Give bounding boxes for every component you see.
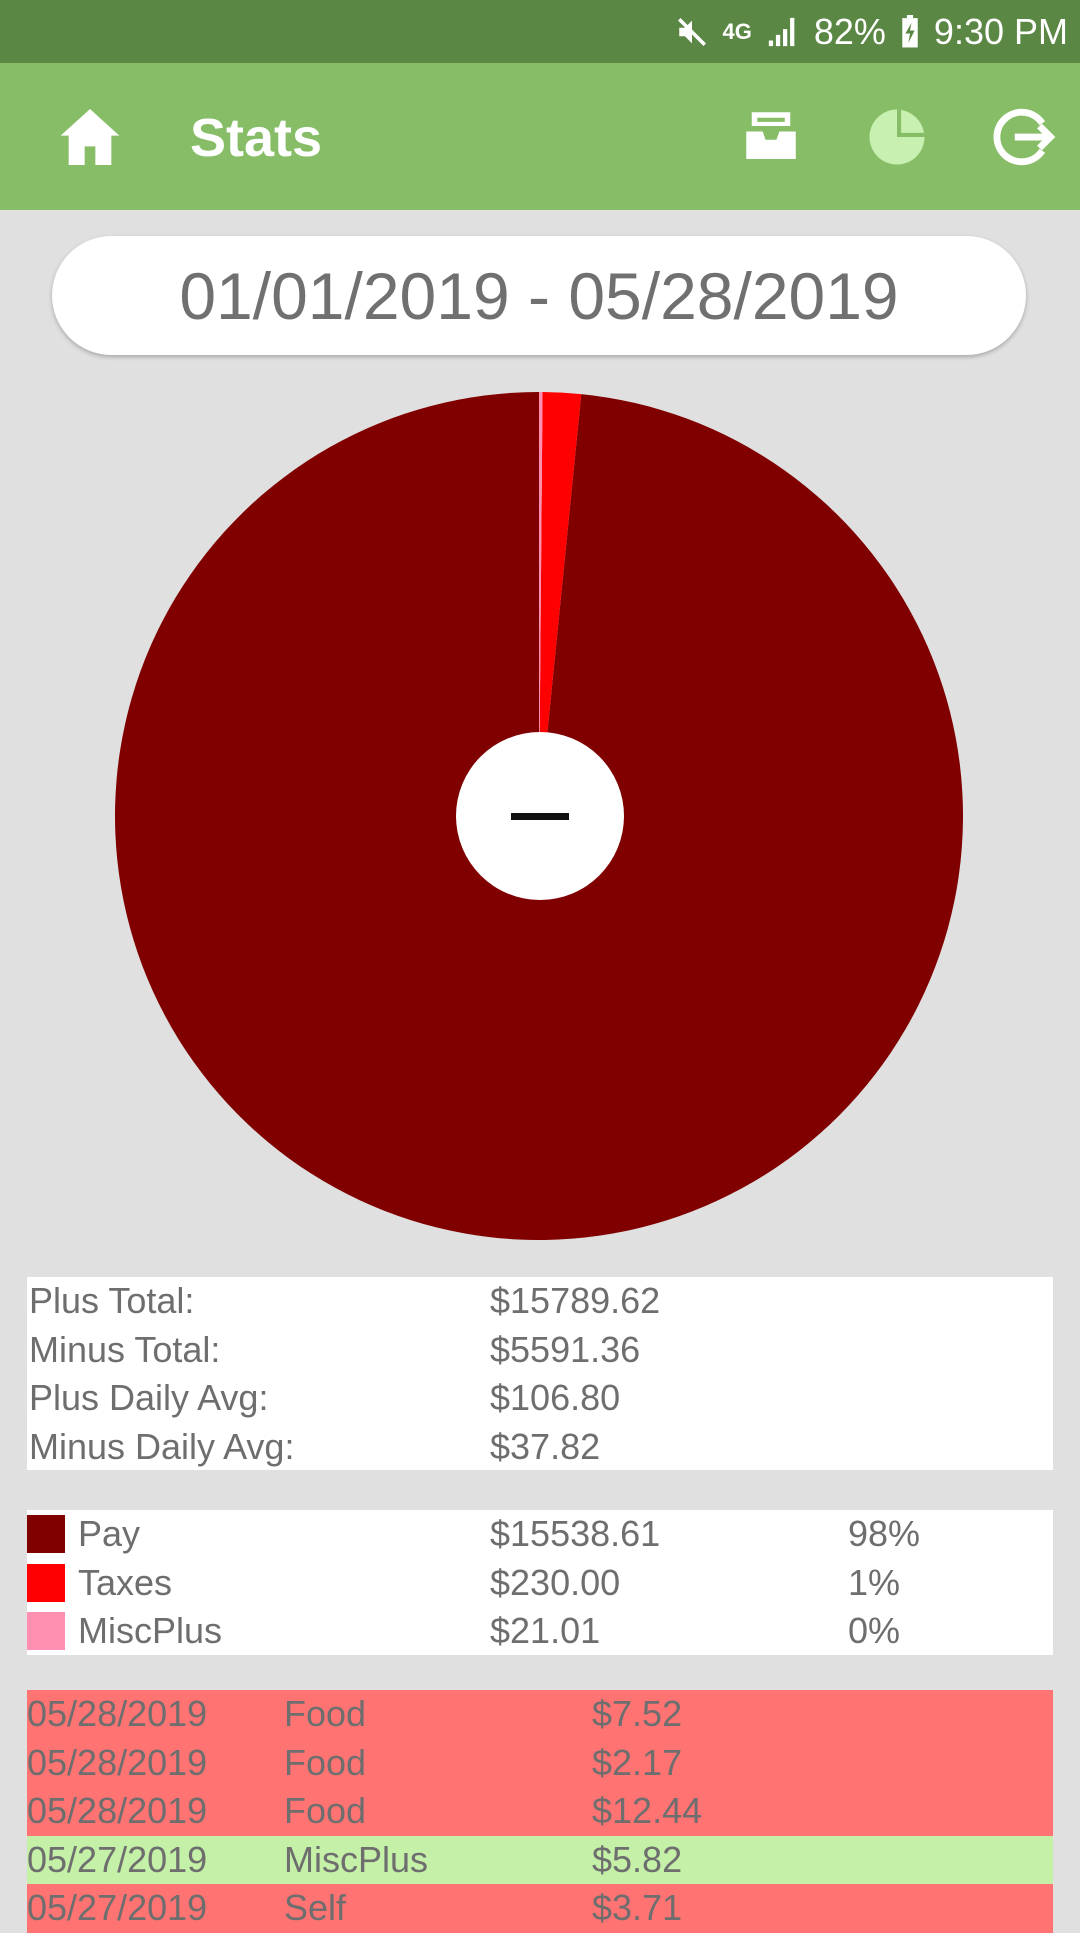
legend-panel: Pay $15538.61 98% Taxes $230.00 1% MiscP… <box>27 1510 1053 1655</box>
legend-row[interactable]: Pay $15538.61 98% <box>27 1510 1053 1559</box>
legend-label: MiscPlus <box>78 1610 223 1651</box>
legend-label: Taxes <box>78 1561 173 1603</box>
transactions-list: 05/28/2019 Food $7.52 05/28/2019 Food $2… <box>27 1690 1053 1933</box>
transaction-date: 05/28/2019 <box>27 1693 208 1734</box>
transaction-category: Food <box>284 1741 367 1783</box>
legend-swatch <box>27 1515 65 1553</box>
legend-label: Pay <box>78 1513 141 1554</box>
transaction-category: MiscPlus <box>284 1838 429 1880</box>
legend-amount: $230.00 <box>490 1561 621 1603</box>
transaction-row[interactable]: 05/27/2019 Self $3.71 <box>27 1884 1053 1933</box>
totals-label: Minus Total: <box>29 1328 221 1370</box>
totals-value: $37.82 <box>490 1425 601 1467</box>
totals-label: Minus Daily Avg: <box>29 1425 295 1467</box>
transaction-date: 05/28/2019 <box>27 1741 208 1783</box>
pie-slice-taxes[interactable] <box>539 392 582 816</box>
logout-icon[interactable] <box>990 103 1056 171</box>
inbox-icon[interactable] <box>738 103 804 171</box>
totals-row: Plus Total: $15789.62 <box>27 1277 1053 1326</box>
page-title: Stats <box>190 108 323 168</box>
legend-swatch <box>27 1563 65 1602</box>
pie-slice-miscplus[interactable] <box>539 392 543 816</box>
transaction-amount: $12.44 <box>592 1790 703 1831</box>
totals-label: Plus Daily Avg: <box>29 1377 269 1418</box>
legend-swatch <box>27 1612 65 1650</box>
transaction-date: 05/28/2019 <box>27 1790 208 1831</box>
transaction-date: 05/27/2019 <box>27 1838 208 1880</box>
transaction-row[interactable]: 05/28/2019 Food $12.44 <box>27 1787 1053 1836</box>
mute-icon <box>675 15 709 49</box>
totals-row: Minus Daily Avg: $37.82 <box>27 1423 1053 1472</box>
pie-chart-icon[interactable] <box>864 103 930 171</box>
legend-percent: 1% <box>848 1561 901 1603</box>
date-range-selector[interactable]: 01/01/2019 - 05/28/2019 <box>52 236 1026 355</box>
transaction-date: 05/27/2019 <box>27 1887 208 1928</box>
legend-percent: 98% <box>848 1513 921 1554</box>
toggle-minus-plus-button[interactable] <box>456 732 624 900</box>
totals-row: Minus Total: $5591.36 <box>27 1326 1053 1375</box>
legend-amount: $21.01 <box>490 1610 601 1651</box>
clock: 9:30 PM <box>933 10 1068 52</box>
status-bar: 4G 82% 9:30 PM <box>0 0 1080 63</box>
totals-value: $15789.62 <box>490 1280 661 1321</box>
transaction-category: Food <box>284 1693 367 1734</box>
transaction-row[interactable]: 05/27/2019 MiscPlus $5.82 <box>27 1835 1053 1884</box>
totals-row: Plus Daily Avg: $106.80 <box>27 1374 1053 1423</box>
totals-panel: Plus Total: $15789.62 Minus Total: $5591… <box>27 1277 1053 1470</box>
network-type-label: 4G <box>722 18 752 44</box>
battery-percent: 82% <box>813 10 886 52</box>
app-bar: Stats <box>0 63 1080 210</box>
legend-amount: $15538.61 <box>490 1513 661 1554</box>
totals-value: $106.80 <box>490 1377 621 1418</box>
transaction-amount: $3.71 <box>592 1887 683 1928</box>
transaction-amount: $5.82 <box>592 1838 683 1880</box>
transaction-amount: $2.17 <box>592 1741 683 1783</box>
transaction-category: Food <box>284 1790 367 1831</box>
battery-charging-icon <box>900 14 920 49</box>
totals-value: $5591.36 <box>490 1328 641 1370</box>
legend-percent: 0% <box>848 1610 901 1651</box>
transaction-category: Self <box>284 1887 347 1928</box>
totals-label: Plus Total: <box>29 1280 195 1321</box>
legend-row[interactable]: MiscPlus $21.01 0% <box>27 1607 1053 1656</box>
transaction-row[interactable]: 05/28/2019 Food $2.17 <box>27 1738 1053 1787</box>
transaction-amount: $7.52 <box>592 1693 683 1734</box>
signal-icon <box>766 17 800 47</box>
home-icon[interactable] <box>58 106 122 168</box>
legend-row[interactable]: Taxes $230.00 1% <box>27 1559 1053 1608</box>
transaction-row[interactable]: 05/28/2019 Food $7.52 <box>27 1690 1053 1739</box>
minus-icon <box>511 812 569 820</box>
